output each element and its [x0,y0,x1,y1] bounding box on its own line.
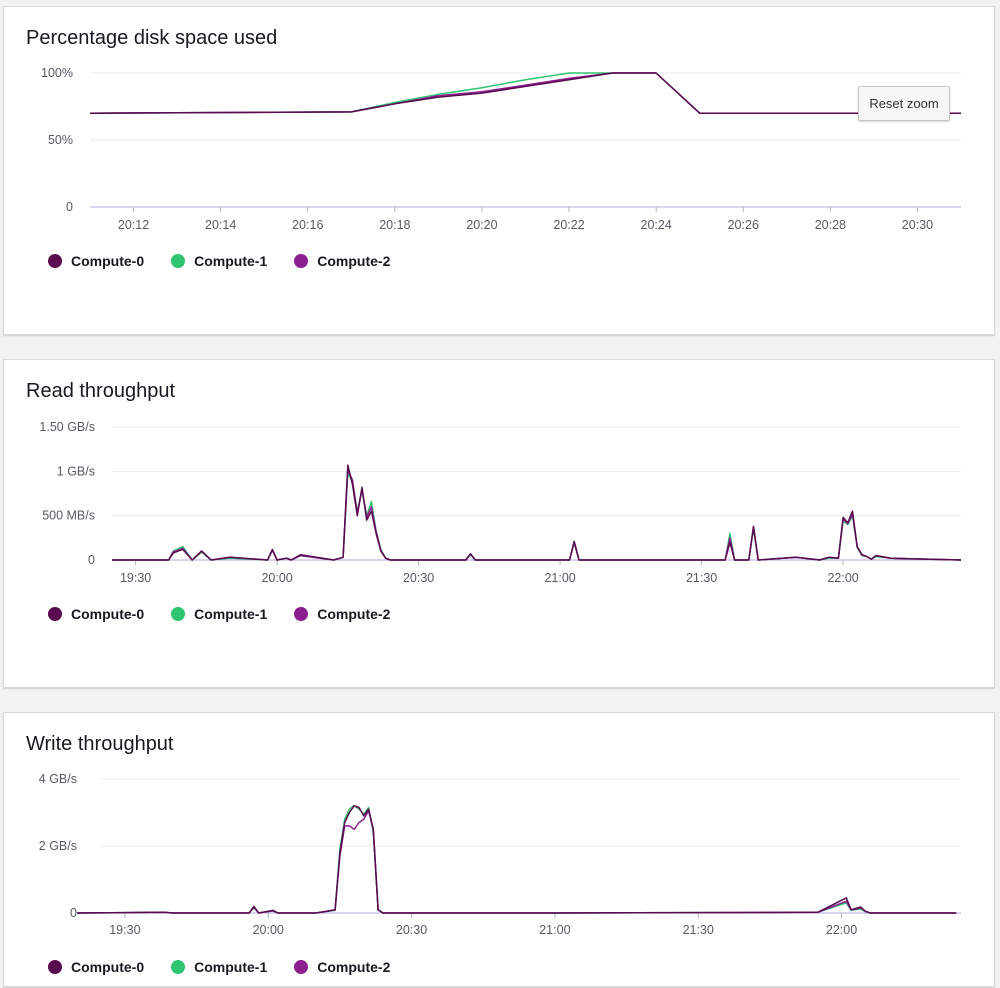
legend-label: Compute-2 [317,253,391,269]
disk-space-panel: Percentage disk space used 0 50% 100% 20:12… [3,6,995,335]
x-tick-label: 19:30 [120,571,151,585]
legend-dot-icon [171,254,186,268]
legend-item-compute-2[interactable]: Compute-2 [294,253,390,269]
y-tick-label: 1 GB/s [57,464,95,478]
legend-label: Compute-2 [317,606,391,622]
legend-label: Compute-2 [317,959,391,975]
legend-label: Compute-1 [194,606,268,622]
x-tick-label: 20:00 [261,571,292,585]
x-tick-label: 20:30 [902,218,933,232]
x-tick-label: 22:00 [827,571,858,585]
y-tick-label: 50% [48,133,73,147]
legend-item-compute-2[interactable]: Compute-2 [294,606,390,622]
x-tick-label: 20:30 [396,923,427,937]
x-tick-label: 20:12 [118,218,149,232]
legend-label: Compute-1 [194,253,268,269]
legend-dot-icon [171,607,186,621]
x-tick-label: 20:16 [292,218,323,232]
legend-dot-icon [294,960,309,974]
x-tick-label: 20:24 [641,218,672,232]
legend-item-compute-1[interactable]: Compute-1 [171,606,267,622]
x-tick-label: 19:30 [109,923,140,937]
legend: Compute-0 Compute-1 Compute-2 [48,606,417,622]
legend-dot-icon [48,254,62,268]
y-tick-label: 0 [66,200,73,214]
panel-title: Read throughput [26,380,176,402]
legend-label: Compute-0 [71,959,145,975]
legend-item-compute-0[interactable]: Compute-0 [48,253,144,269]
panel-title: Percentage disk space used [26,27,278,49]
reset-zoom-button[interactable]: Reset zoom [858,86,950,121]
y-tick-label: 2 GB/s [39,839,77,853]
write-throughput-panel: Write throughput 0 2 GB/s 4 GB/s 19:30 20:00… [3,712,995,987]
x-tick-label: 20:20 [466,218,497,232]
x-tick-label: 21:30 [686,571,717,585]
legend-item-compute-0[interactable]: Compute-0 [48,959,144,975]
legend-label: Compute-0 [71,253,145,269]
x-tick-label: 21:00 [539,923,570,937]
legend-dot-icon [294,607,309,621]
series-line-compute-1 [112,472,962,561]
x-tick-label: 22:00 [826,923,857,937]
legend-item-compute-1[interactable]: Compute-1 [171,959,267,975]
x-tick-label: 21:30 [683,923,714,937]
series-line-compute-1 [77,805,957,914]
legend-item-compute-2[interactable]: Compute-2 [294,959,390,975]
y-tick-label: 100% [41,66,73,80]
series-line-compute-2 [112,468,962,561]
legend-dot-icon [294,254,309,268]
y-tick-label: 0 [70,906,77,920]
x-tick-label: 21:00 [544,571,575,585]
series-line-compute-2 [77,810,957,914]
legend-dot-icon [48,607,62,621]
series-line-compute-0 [89,72,961,114]
legend-label: Compute-1 [194,959,268,975]
legend-dot-icon [171,960,186,974]
series-line-compute-1 [89,72,961,114]
legend-label: Compute-0 [71,606,145,622]
x-tick-label: 20:30 [403,571,434,585]
x-tick-label: 20:28 [815,218,846,232]
x-tick-label: 20:14 [205,218,236,232]
y-tick-label: 1.50 GB/s [39,420,95,434]
legend: Compute-0 Compute-1 Compute-2 [48,959,417,975]
x-tick-label: 20:00 [253,923,284,937]
read-throughput-panel: Read throughput 0 500 MB/s 1 GB/s 1.50 GB/s… [3,359,995,688]
x-tick-label: 20:18 [379,218,410,232]
write-throughput-chart[interactable]: 0 2 GB/s 4 GB/s 19:30 20:00 20:30 21:00 21:30 22… [4,713,996,988]
series-line-compute-0 [77,805,957,914]
legend: Compute-0 Compute-1 Compute-2 [48,253,417,269]
legend-dot-icon [48,960,62,974]
y-tick-label: 0 [88,553,95,567]
legend-item-compute-1[interactable]: Compute-1 [171,253,267,269]
x-tick-label: 20:22 [553,218,584,232]
panel-title: Write throughput [26,733,174,755]
y-tick-label: 4 GB/s [39,772,77,786]
series-line-compute-0 [112,464,962,561]
legend-item-compute-0[interactable]: Compute-0 [48,606,144,622]
x-tick-label: 20:26 [728,218,759,232]
disk-space-chart[interactable]: 0 50% 100% 20:12 20:14 20:16 20:18 20:20 20:22 20… [4,7,996,336]
y-tick-label: 500 MB/s [42,509,95,523]
read-throughput-chart[interactable]: 0 500 MB/s 1 GB/s 1.50 GB/s 19:30 20:00 20:30 2… [4,360,996,689]
